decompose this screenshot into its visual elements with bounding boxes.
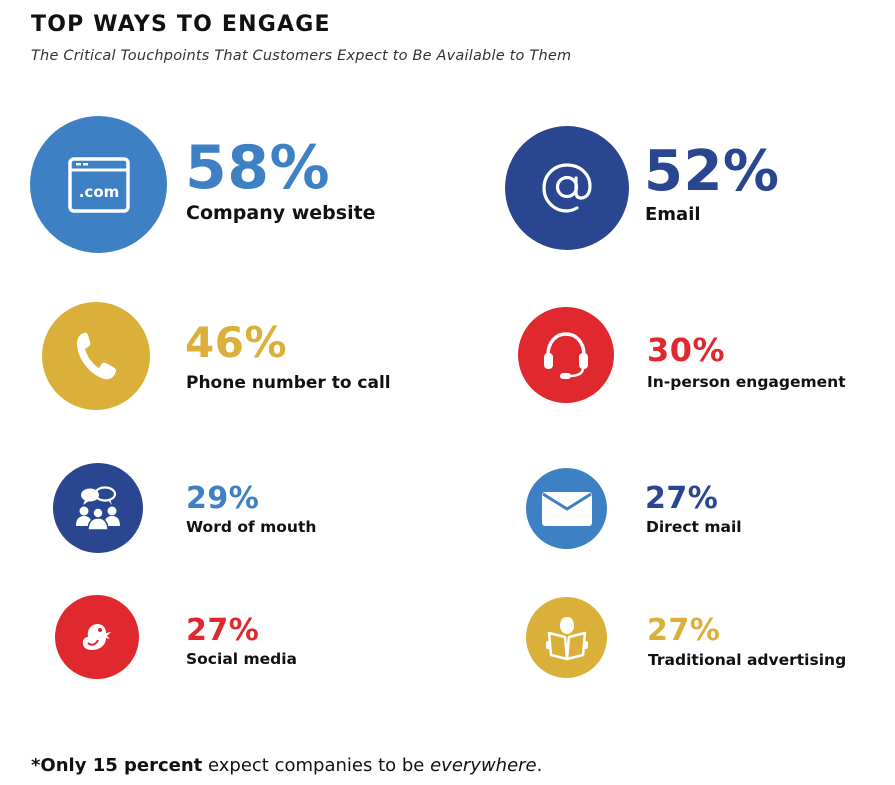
in-person-circle — [518, 307, 614, 403]
percent-value: 29% — [186, 481, 260, 516]
percent-value: 30% — [647, 331, 726, 369]
touchpoint-label: Direct mail — [646, 518, 742, 536]
newspaper-reader-icon — [545, 616, 588, 660]
touchpoint-label: In-person engagement — [647, 373, 846, 391]
phone-icon — [77, 332, 116, 380]
traditional-advertising-circle — [526, 597, 607, 678]
headset-icon — [544, 332, 588, 379]
social-media-circle — [55, 595, 139, 679]
percent-value: 27% — [647, 613, 721, 648]
email-circle — [505, 126, 629, 250]
percent-value: 27% — [186, 613, 260, 648]
footnote-emphasis: everywhere — [430, 755, 537, 776]
page-subtitle: The Critical Touchpoints That Customers … — [31, 48, 572, 64]
touchpoint-label: Traditional advertising — [648, 651, 847, 669]
percent-value: 27% — [645, 481, 719, 516]
envelope-icon — [541, 491, 592, 526]
percent-value: 46% — [185, 318, 288, 367]
page-title: TOP WAYS TO ENGAGE — [31, 12, 331, 37]
at-sign-icon — [542, 163, 592, 213]
website-circle: .com — [30, 116, 167, 253]
touchpoint-label: Company website — [186, 202, 376, 224]
direct-mail-circle — [526, 468, 607, 549]
percent-value: 52% — [644, 139, 780, 204]
phone-circle — [42, 302, 150, 410]
svg-text:.com: .com — [78, 183, 119, 201]
touchpoint-label: Phone number to call — [186, 373, 391, 393]
footnote-middle: expect companies to be — [202, 755, 431, 776]
touchpoint-label: Word of mouth — [186, 518, 317, 536]
bird-icon — [82, 624, 111, 650]
website-dotcom-icon: .com — [67, 156, 130, 213]
touchpoint-label: Email — [645, 204, 701, 225]
footnote-bold: *Only 15 percent — [31, 755, 203, 776]
people-talking-icon — [76, 486, 120, 530]
percent-value: 58% — [185, 133, 331, 203]
footnote: *Only 15 percent expect companies to be … — [31, 755, 542, 776]
word-of-mouth-circle — [53, 463, 143, 553]
footnote-suffix: . — [536, 755, 543, 776]
touchpoint-label: Social media — [186, 650, 298, 668]
